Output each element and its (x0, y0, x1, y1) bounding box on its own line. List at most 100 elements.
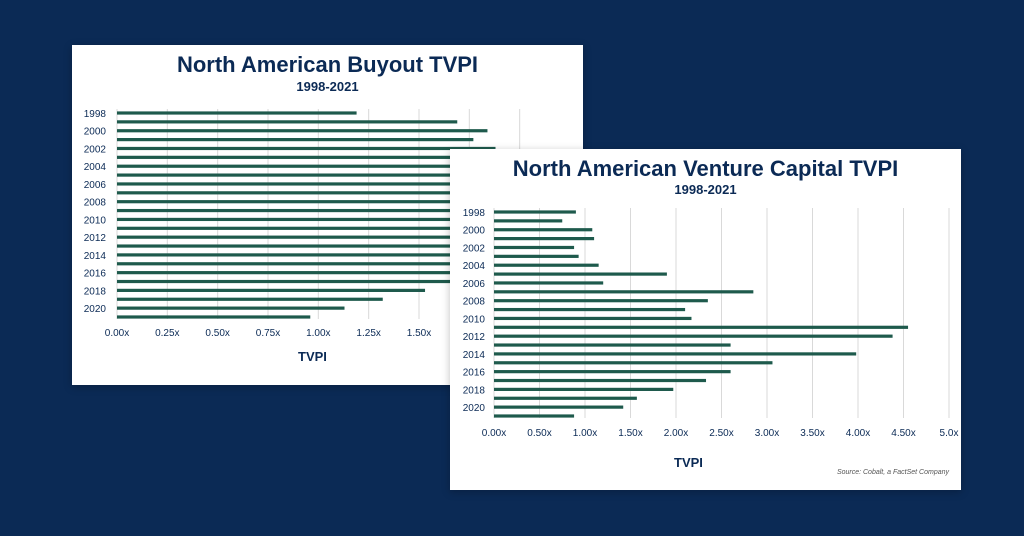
venture-chart-plot: 0.00x 0.50x 1.00x 1.50x 2.00x 2.50x 3.00x 3.50x… (463, 208, 959, 439)
bar-2013 (117, 244, 490, 248)
bar-2001 (494, 237, 595, 241)
x-tick-label: 1.50x (618, 428, 642, 439)
bar-2007 (494, 290, 754, 294)
bar-1999 (494, 219, 563, 223)
bar-2003 (117, 155, 480, 159)
bar-2019 (117, 297, 383, 301)
y-tick-label: 2014 (84, 251, 107, 262)
x-tick-label: 0.25x (155, 328, 179, 339)
bar-1999 (117, 120, 458, 124)
y-tick-label: 2002 (84, 144, 107, 155)
y-tick-label: 2018 (84, 286, 107, 297)
bar-2008 (117, 200, 504, 204)
bar-2019 (494, 396, 637, 400)
bar-2004 (117, 164, 500, 168)
y-tick-label: 2016 (463, 368, 486, 379)
bar-2017 (117, 279, 462, 284)
bar-2005 (117, 173, 490, 177)
bar-2020 (117, 306, 345, 310)
bar-2000 (117, 129, 488, 133)
y-tick-label: 1998 (84, 109, 107, 120)
bar-2010 (494, 316, 692, 321)
x-tick-label: 0.50x (527, 428, 551, 439)
x-tick-label: 1.50x (407, 328, 431, 339)
x-tick-label: 0.00x (482, 428, 506, 439)
y-tick-label: 1998 (463, 208, 486, 219)
bar-2011 (494, 325, 909, 329)
bar-2004 (494, 263, 599, 267)
y-tick-label: 2010 (463, 314, 486, 325)
y-tick-label: 2006 (463, 279, 486, 290)
y-tick-label: 2012 (84, 233, 107, 244)
venture-chart-card: North American Venture Capital TVPI 1998… (450, 149, 961, 490)
buyout-chart-plot: 0.00x0.25x0.50x0.75x1.00x1.25x1.50x1.75x… (84, 109, 532, 339)
y-tick-label: 2004 (84, 162, 107, 173)
x-axis-label: TVPI (674, 455, 703, 470)
bar-2012 (494, 334, 893, 338)
bar-2001 (117, 138, 474, 142)
bar-2016 (117, 271, 484, 275)
chart-title: North American Venture Capital TVPI (512, 156, 899, 181)
bar-2002 (494, 245, 575, 250)
bar-1998 (494, 210, 576, 214)
x-tick-label: 3.00x (755, 428, 779, 439)
x-tick-label: 2.00x (664, 428, 688, 439)
bar-2015 (117, 262, 488, 266)
bar-2010 (117, 217, 510, 222)
bar-2021 (117, 315, 311, 319)
bar-2003 (494, 254, 579, 258)
x-tick-label: 2.50x (709, 428, 733, 439)
bar-2012 (117, 235, 500, 239)
x-tick-label: 1.00x (573, 428, 597, 439)
bar-2007 (117, 191, 494, 195)
bar-2018 (494, 387, 674, 391)
bar-2016 (494, 370, 731, 374)
x-tick-label: 0.50x (205, 328, 229, 339)
bar-2011 (117, 226, 506, 230)
x-tick-label: 1.25x (356, 328, 380, 339)
bar-2020 (494, 405, 624, 409)
bar-2000 (494, 228, 593, 232)
bar-2021 (494, 414, 575, 418)
bar-2009 (494, 307, 686, 312)
bar-2015 (494, 361, 773, 365)
bar-2006 (117, 182, 484, 186)
bar-2013 (494, 343, 731, 347)
y-tick-label: 2020 (84, 304, 107, 315)
y-tick-label: 2004 (463, 261, 486, 272)
bar-2008 (494, 299, 708, 303)
chart-title: North American Buyout TVPI (176, 52, 479, 77)
y-tick-label: 2008 (84, 198, 107, 209)
bar-2009 (117, 208, 510, 213)
x-tick-label: 4.50x (891, 428, 915, 439)
bar-2002 (117, 146, 496, 151)
y-tick-label: 2000 (463, 226, 486, 237)
y-tick-label: 2006 (84, 180, 107, 191)
x-tick-label: 3.50x (800, 428, 824, 439)
y-tick-label: 2008 (463, 297, 486, 308)
x-axis-label: TVPI (298, 349, 327, 364)
bar-2017 (494, 378, 707, 383)
x-tick-label: 1.00x (306, 328, 330, 339)
y-tick-label: 2020 (463, 403, 486, 414)
bar-2014 (494, 352, 857, 356)
y-tick-label: 2012 (463, 332, 486, 343)
y-tick-label: 2000 (84, 127, 107, 138)
source-note: Source: Cobalt, a FactSet Company (836, 469, 949, 476)
bar-1998 (117, 111, 357, 115)
y-tick-label: 2010 (84, 215, 107, 226)
bar-2018 (117, 288, 426, 292)
y-tick-label: 2016 (84, 269, 107, 280)
chart-subtitle: 1998-2021 (296, 79, 359, 94)
x-tick-label: 0.00x (105, 328, 129, 339)
bar-2005 (494, 272, 667, 276)
y-tick-label: 2002 (463, 243, 486, 254)
x-tick-label: 0.75x (256, 328, 280, 339)
y-tick-label: 2018 (463, 385, 486, 396)
y-tick-label: 2014 (463, 350, 486, 361)
x-tick-label: 5.0x (940, 428, 959, 439)
chart-subtitle: 1998-2021 (674, 182, 737, 197)
bar-2014 (117, 253, 496, 257)
bar-2006 (494, 281, 604, 285)
x-tick-label: 4.00x (846, 428, 870, 439)
